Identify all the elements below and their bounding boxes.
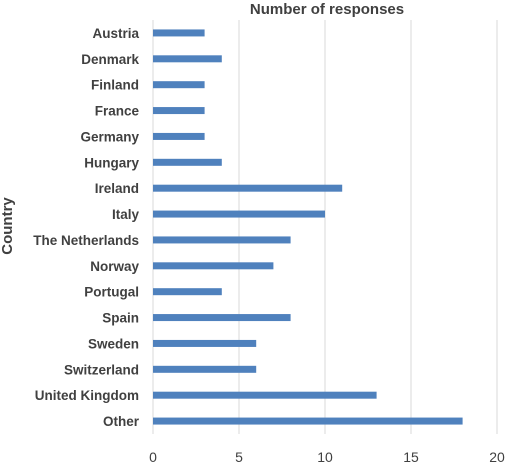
bar [153,107,205,115]
category-label: Hungary [84,155,139,170]
bar [153,365,257,373]
category-labels: Austria Denmark Finland France Germany Hungar… [33,26,140,429]
category-label: Switzerland [64,362,139,377]
x-tick-label: 10 [317,449,333,462]
chart-title: Number of responses [250,1,404,18]
x-tick-label: 5 [235,449,243,462]
bar [153,339,257,347]
y-axis-label: Country [0,197,16,255]
bar [153,81,205,89]
bar [153,210,325,218]
bar [153,314,291,322]
category-label: Austria [92,26,139,41]
category-label: Spain [102,311,139,326]
category-label: The Netherlands [33,233,139,248]
category-label: Portugal [84,285,139,300]
category-label: Germany [80,129,139,144]
bar [153,417,463,425]
bar [153,55,222,63]
category-label: Sweden [88,336,139,351]
bar [153,184,343,192]
bar [153,236,291,244]
bar [153,29,205,37]
x-tick-label: 15 [403,449,419,462]
bars [153,29,463,425]
bar [153,158,222,166]
category-label: Norway [90,259,139,274]
bar [153,391,377,399]
category-label: Italy [112,207,140,222]
category-label: Other [103,414,140,429]
category-label: Denmark [81,52,139,67]
category-label: Finland [91,78,139,93]
gridlines [152,20,498,434]
bar [153,262,274,270]
x-tick-labels: 0 5 10 15 20 [149,449,505,462]
category-label: United Kingdom [35,388,139,403]
category-label: Ireland [95,181,139,196]
bar [153,288,222,296]
bar [153,132,205,140]
category-label: France [95,104,140,119]
x-tick-label: 0 [149,449,157,462]
x-tick-label: 20 [489,449,505,462]
